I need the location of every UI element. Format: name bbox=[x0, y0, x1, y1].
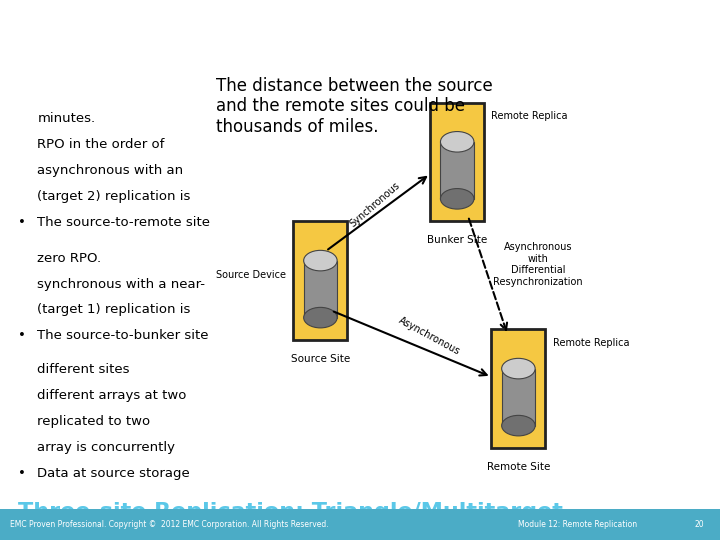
Text: The distance between the source
and the remote sites could be
thousands of miles: The distance between the source and the … bbox=[216, 77, 492, 136]
Text: different sites: different sites bbox=[37, 363, 130, 376]
Text: Three-site Replication: Triangle/Multitarget: Three-site Replication: Triangle/Multita… bbox=[18, 502, 563, 522]
Text: Data at source storage: Data at source storage bbox=[37, 467, 190, 480]
Text: The source-to-remote site: The source-to-remote site bbox=[37, 216, 210, 229]
Text: Asynchronous
with
Differential
Resynchronization: Asynchronous with Differential Resynchro… bbox=[493, 242, 583, 287]
Ellipse shape bbox=[502, 415, 535, 436]
Text: asynchronous with an: asynchronous with an bbox=[37, 164, 184, 177]
Text: •: • bbox=[18, 467, 26, 480]
Ellipse shape bbox=[304, 251, 337, 271]
Ellipse shape bbox=[304, 307, 337, 328]
Text: different arrays at two: different arrays at two bbox=[37, 389, 186, 402]
Text: Module 12: Remote Replication: Module 12: Remote Replication bbox=[518, 520, 637, 529]
Text: synchronous with a near-: synchronous with a near- bbox=[37, 278, 205, 291]
Text: Synchronous: Synchronous bbox=[348, 180, 402, 228]
Bar bbox=[304, 261, 337, 318]
Text: (target 2) replication is: (target 2) replication is bbox=[37, 190, 191, 203]
Ellipse shape bbox=[502, 359, 535, 379]
FancyBboxPatch shape bbox=[491, 329, 546, 448]
Text: (target 1) replication is: (target 1) replication is bbox=[37, 303, 191, 316]
Text: •: • bbox=[18, 216, 26, 229]
Text: RPO in the order of: RPO in the order of bbox=[37, 138, 165, 151]
FancyBboxPatch shape bbox=[431, 103, 484, 221]
Text: Source Site: Source Site bbox=[291, 354, 350, 364]
Text: EMC Proven Professional. Copyright ©  2012 EMC Corporation. All Rights Reserved.: EMC Proven Professional. Copyright © 201… bbox=[10, 520, 329, 529]
Ellipse shape bbox=[441, 132, 474, 152]
Text: Remote Replica: Remote Replica bbox=[491, 111, 568, 121]
FancyBboxPatch shape bbox=[294, 221, 348, 340]
Text: Source Device: Source Device bbox=[216, 271, 287, 280]
Bar bbox=[0, 509, 720, 540]
Text: zero RPO.: zero RPO. bbox=[37, 252, 102, 265]
Text: The source-to-bunker site: The source-to-bunker site bbox=[37, 329, 209, 342]
Text: replicated to two: replicated to two bbox=[37, 415, 150, 428]
Text: Bunker Site: Bunker Site bbox=[427, 235, 487, 245]
Ellipse shape bbox=[441, 188, 474, 209]
Text: •: • bbox=[18, 329, 26, 342]
Text: Asynchronous: Asynchronous bbox=[397, 315, 462, 356]
Text: Remote Replica: Remote Replica bbox=[553, 338, 629, 348]
Bar bbox=[441, 142, 474, 199]
Bar bbox=[502, 369, 535, 426]
Text: minutes.: minutes. bbox=[37, 112, 96, 125]
Text: array is concurrently: array is concurrently bbox=[37, 441, 176, 454]
Text: 20: 20 bbox=[695, 520, 704, 529]
Text: Remote Site: Remote Site bbox=[487, 462, 550, 472]
